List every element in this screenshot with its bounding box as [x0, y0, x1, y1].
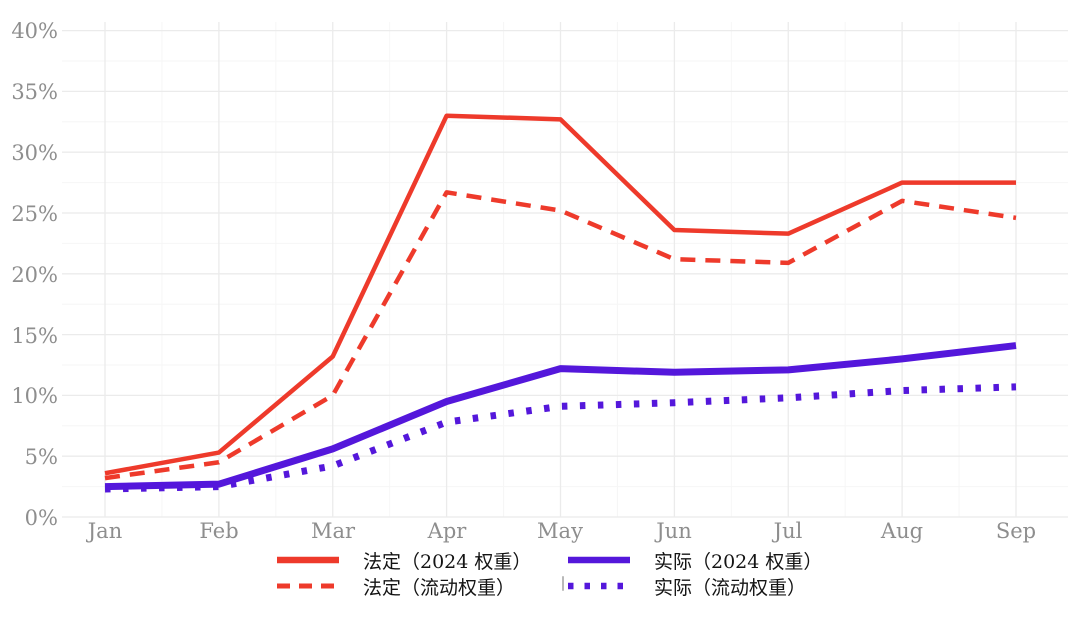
x-axis-label-apr: Apr — [427, 519, 467, 543]
y-axis-label-35: 35% — [11, 80, 58, 104]
x-axis-label-may: May — [537, 519, 583, 543]
x-axis-label-jul: Jul — [773, 519, 803, 543]
legend-item-actual-floating: 实际（流动权重） — [568, 573, 822, 599]
legend-label-statutory-2024: 法定（2024 权重） — [363, 550, 532, 573]
x-axis-label-aug: Aug — [880, 519, 924, 543]
legend-group-fading: 法定（2024 权重） 法定（流动权重） — [277, 547, 531, 599]
y-axis-label-25: 25% — [11, 202, 58, 226]
series-line-solid-ee3a2b — [104, 113, 1016, 476]
legend-swatch-dotted-purple — [568, 582, 630, 590]
y-axis-label-10: 10% — [11, 384, 58, 408]
y-axis-label-15: 15% — [11, 324, 58, 348]
legend-group-actual: 实际（2024 权重） 实际（流动权重） — [568, 547, 822, 599]
y-axis-label-5: 5% — [24, 445, 58, 469]
legend-label-actual-floating: 实际（流动权重） — [654, 576, 807, 599]
x-axis-label-feb: Feb — [199, 519, 239, 543]
legend-swatch-solid-purple — [568, 556, 630, 564]
x-axis-label-jan: Jan — [87, 519, 123, 543]
legend-item-statutory-2024: 法定（2024 权重） — [277, 547, 531, 573]
series-line-solid-5417db — [104, 342, 1017, 491]
y-axis-label-0: 0% — [24, 506, 58, 530]
y-axis-label-30: 30% — [11, 141, 58, 165]
x-axis-label-sep: Sep — [995, 519, 1037, 543]
legend-label-statutory-floating: 法定（流动权重） — [363, 576, 516, 599]
x-axis-label-jun: Jun — [656, 519, 692, 543]
y-axis-label-20: 20% — [11, 263, 58, 287]
y-axis-label-40: 40% — [11, 19, 58, 43]
series-line-dashed-ee3a2b — [104, 190, 1017, 481]
plot-svg — [62, 22, 1068, 518]
legend-item-actual-2024: 实际（2024 权重） — [568, 547, 822, 573]
legend-swatch-dashed-red — [277, 583, 339, 589]
x-axis-label-mar: Mar — [310, 519, 356, 543]
legend-label-actual-2024: 实际（2024 权重） — [654, 550, 823, 573]
legend-swatch-solid-red — [277, 556, 339, 564]
stray-tick-mark — [562, 576, 564, 591]
legend-item-statutory-floating: 法定（流动权重） — [277, 573, 531, 599]
